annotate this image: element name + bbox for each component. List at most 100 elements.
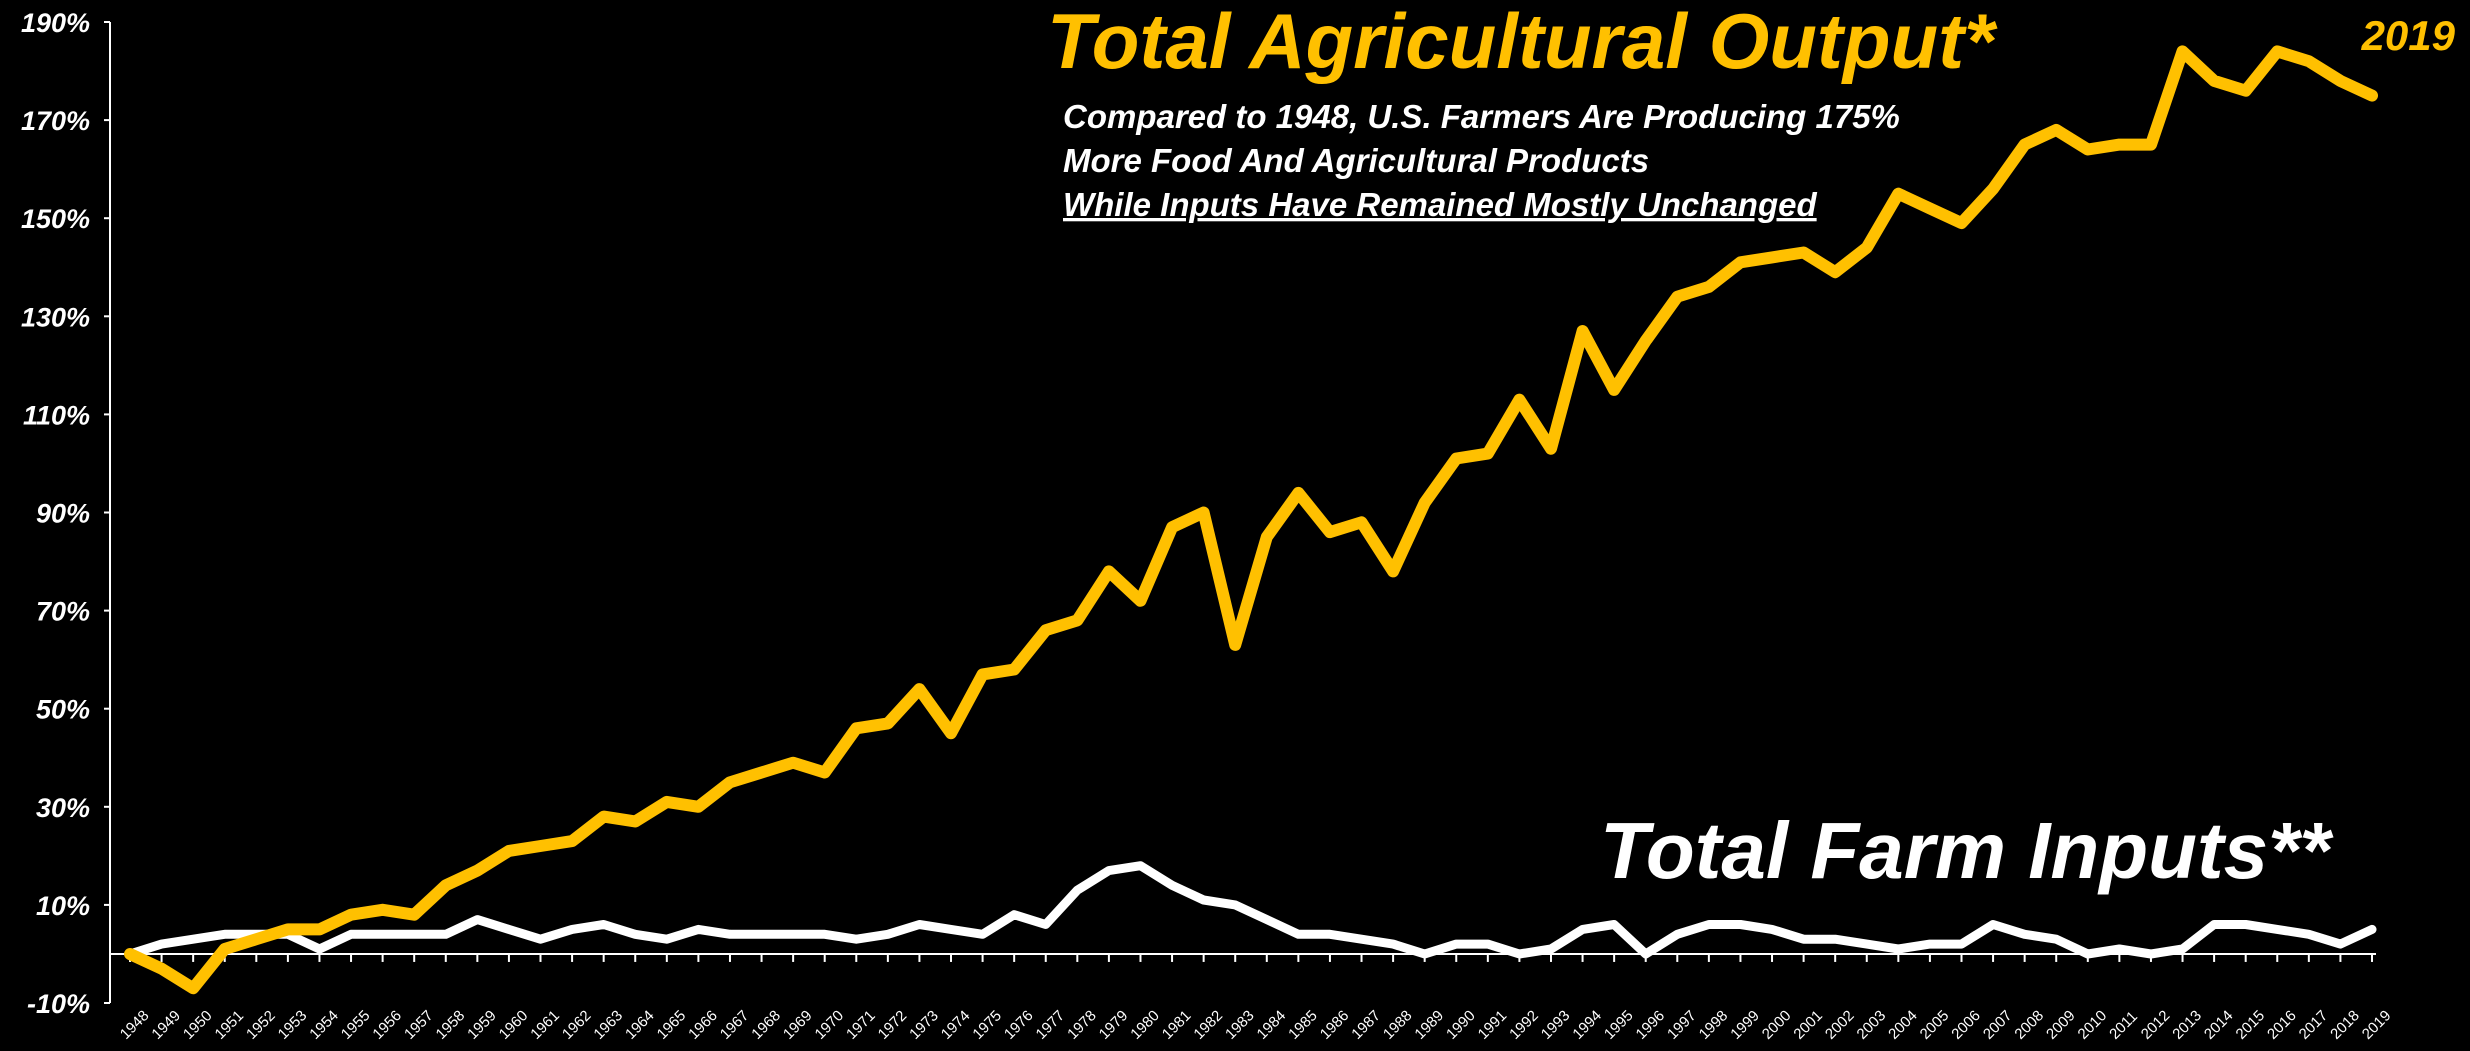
data-point-output: [2211, 78, 2217, 84]
x-tick-label: 1981: [1159, 1007, 1195, 1043]
data-point-output: [1769, 254, 1775, 260]
data-point-output: [1801, 250, 1807, 256]
data-point-output: [411, 912, 417, 918]
data-point-output: [1043, 627, 1049, 633]
x-tick-label: 2018: [2327, 1007, 2363, 1043]
data-point-inputs: [2148, 951, 2154, 957]
data-point-inputs: [980, 931, 986, 937]
data-point-inputs: [2085, 951, 2091, 957]
data-point-inputs: [1548, 946, 1554, 952]
x-tick-label: 1983: [1222, 1007, 1258, 1043]
y-tick-label: 190%: [21, 8, 90, 38]
x-tick-label: 2015: [2232, 1007, 2268, 1043]
data-point-inputs: [1737, 922, 1743, 928]
series-line-output: [124, 45, 2378, 995]
y-tick-label: 150%: [21, 204, 90, 234]
data-point-output: [1864, 245, 1870, 251]
data-point-output: [1295, 490, 1301, 496]
data-point-output: [664, 799, 670, 805]
x-tick-label: 2009: [2043, 1007, 2079, 1043]
series-line-inputs: [125, 861, 2377, 959]
data-point-output: [1359, 519, 1365, 525]
data-point-output: [1958, 220, 1964, 226]
data-point-inputs: [1390, 941, 1396, 947]
data-point-inputs: [822, 931, 828, 937]
x-tick-label: 1986: [1317, 1007, 1353, 1043]
x-tick-label: 1960: [496, 1007, 532, 1043]
data-point-output: [2148, 142, 2154, 148]
data-point-output: [316, 926, 322, 932]
x-tick-label: 1966: [685, 1007, 721, 1043]
end-year-label: 2019: [2361, 12, 2456, 59]
data-point-output: [1990, 186, 1996, 192]
y-tick-label: 70%: [36, 597, 90, 627]
subtitle-line-3: While Inputs Have Remained Mostly Unchan…: [1063, 186, 1817, 223]
x-tick-label: 1996: [1633, 1007, 1669, 1043]
y-tick-label: 30%: [36, 793, 90, 823]
data-point-output: [601, 814, 607, 820]
data-point-output: [1264, 534, 1270, 540]
x-tick-label: 2006: [1948, 1007, 1984, 1043]
data-point-inputs: [1832, 936, 1838, 942]
data-point-inputs: [1674, 931, 1680, 937]
data-point-output: [2306, 58, 2312, 64]
data-point-inputs: [695, 926, 701, 932]
x-tick-label: 2014: [2201, 1007, 2237, 1043]
data-point-inputs: [1801, 936, 1807, 942]
data-point-output: [506, 848, 512, 854]
data-point-inputs: [790, 931, 796, 937]
data-point-inputs: [569, 926, 575, 932]
labels-group: Total Agricultural Output* Compared to 1…: [1047, 0, 2456, 895]
data-point-inputs: [632, 931, 638, 937]
x-tick-label: 1953: [275, 1007, 311, 1043]
data-point-output: [190, 985, 196, 991]
x-tick-label: 1964: [622, 1007, 658, 1043]
series-group: [124, 45, 2378, 995]
data-point-inputs: [1232, 902, 1238, 908]
data-point-output: [2337, 78, 2343, 84]
data-point-output: [285, 926, 291, 932]
x-tick-label: 1961: [527, 1007, 563, 1043]
x-tick-label: 1984: [1254, 1007, 1290, 1043]
data-point-inputs: [1169, 882, 1175, 888]
data-point-inputs: [1643, 951, 1649, 957]
data-point-inputs: [1864, 941, 1870, 947]
x-tick-label: 1979: [1096, 1007, 1132, 1043]
data-point-output: [569, 838, 575, 844]
x-tick-label: 1970: [812, 1007, 848, 1043]
x-tick-label: 1973: [906, 1007, 942, 1043]
data-point-output: [2243, 88, 2249, 94]
data-point-inputs: [2053, 936, 2059, 942]
data-point-output: [253, 936, 259, 942]
data-point-inputs: [1927, 941, 1933, 947]
data-point-inputs: [1137, 863, 1143, 869]
data-point-output: [2022, 142, 2028, 148]
x-tick-label: 1977: [1033, 1007, 1069, 1043]
data-point-inputs: [2022, 931, 2028, 937]
data-point-output: [790, 760, 796, 766]
data-point-inputs: [1611, 922, 1617, 928]
data-point-output: [1327, 529, 1333, 535]
x-tick-label: 2010: [2075, 1007, 2111, 1043]
x-tick-label: 1954: [306, 1007, 342, 1043]
data-point-inputs: [1580, 926, 1586, 932]
data-point-inputs: [759, 931, 765, 937]
data-point-output: [1643, 338, 1649, 344]
data-point-inputs: [2116, 946, 2122, 952]
x-tick-label: 1994: [1569, 1007, 1605, 1043]
inputs-series-label: Total Farm Inputs**: [1600, 806, 2334, 895]
data-point-inputs: [159, 941, 165, 947]
data-point-inputs: [2243, 922, 2249, 928]
x-tick-label: 1972: [875, 1007, 911, 1043]
x-tick-label: 1993: [1538, 1007, 1574, 1043]
data-point-output: [1832, 269, 1838, 275]
data-point-inputs: [2274, 926, 2280, 932]
data-point-output: [1201, 510, 1207, 516]
x-tick-label: 1989: [1411, 1007, 1447, 1043]
x-tick-label: 1980: [1127, 1007, 1163, 1043]
x-tick-label: 1990: [1443, 1007, 1479, 1043]
data-point-output: [1611, 387, 1617, 393]
data-point-inputs: [727, 931, 733, 937]
data-point-output: [948, 730, 954, 736]
